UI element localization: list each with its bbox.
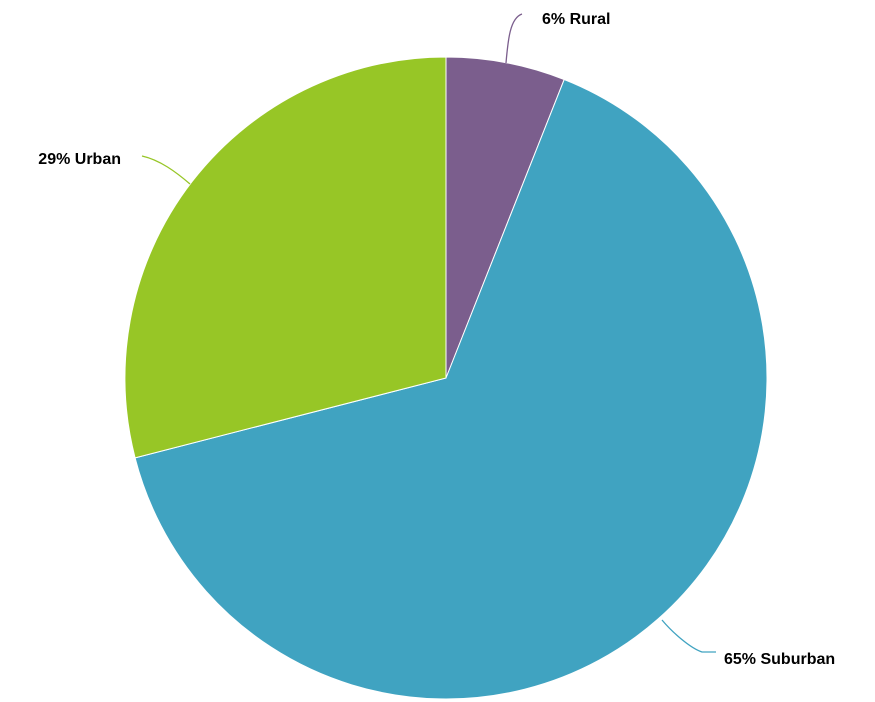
slice-label-rural: 6% Rural xyxy=(542,11,610,28)
leader-lines xyxy=(141,13,716,653)
slice-label-urban: 29% Urban xyxy=(38,151,121,168)
pie-slices xyxy=(124,56,768,700)
slice-label-suburban: 65% Suburban xyxy=(724,651,835,668)
leader-line-suburban xyxy=(661,619,716,653)
slice-labels: 6% Rural 65% Suburban 29% Urban xyxy=(38,11,835,668)
pie-slice-urban xyxy=(124,56,447,459)
leader-line-rural xyxy=(505,13,523,64)
pie-slice-suburban xyxy=(134,78,768,700)
leader-line-urban xyxy=(141,155,191,185)
